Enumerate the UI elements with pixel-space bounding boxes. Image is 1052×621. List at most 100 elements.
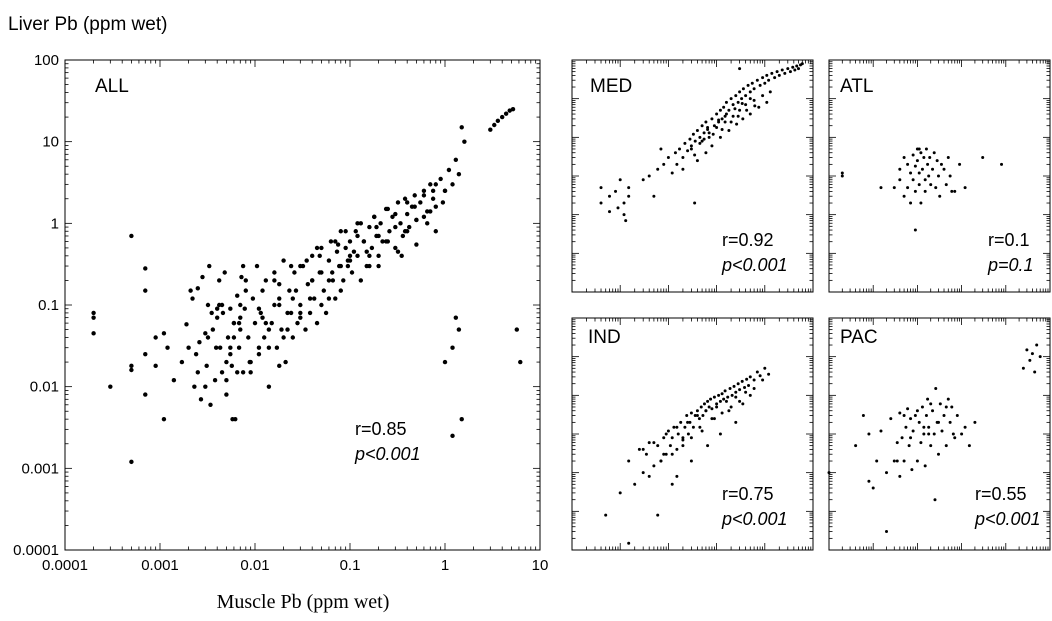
data-point	[304, 258, 309, 263]
data-point	[91, 310, 96, 316]
data-point	[599, 186, 603, 190]
data-point	[917, 420, 921, 424]
data-point	[618, 178, 622, 182]
data-point	[456, 327, 462, 332]
data-point	[706, 125, 710, 129]
data-point	[235, 370, 240, 375]
data-point	[717, 393, 721, 397]
data-point	[338, 263, 343, 269]
data-point	[614, 189, 618, 193]
data-point	[207, 263, 212, 269]
data-point	[683, 425, 687, 429]
data-point	[430, 196, 436, 201]
data-point	[277, 302, 282, 308]
data-point	[743, 385, 747, 389]
data-point	[707, 135, 711, 139]
data-point	[953, 189, 957, 193]
data-point	[670, 452, 674, 456]
data-point	[205, 302, 211, 308]
data-point	[963, 425, 967, 429]
data-point	[706, 399, 710, 403]
data-point	[659, 459, 663, 463]
data-point	[488, 127, 493, 132]
y-tick-label: 10	[42, 134, 59, 151]
data-point	[240, 263, 246, 269]
data-point	[757, 105, 761, 109]
data-point	[744, 390, 748, 394]
data-point	[235, 293, 240, 298]
data-point	[1033, 370, 1037, 374]
data-point	[693, 414, 697, 418]
data-point	[709, 397, 713, 401]
data-point	[727, 108, 731, 112]
data-point	[963, 186, 967, 190]
data-point	[627, 459, 631, 463]
data-point	[796, 67, 800, 71]
data-point	[710, 417, 714, 421]
data-point	[204, 363, 209, 369]
data-point	[906, 186, 910, 190]
data-point	[761, 378, 765, 382]
data-point	[285, 327, 290, 332]
data-point	[652, 194, 656, 198]
data-point	[229, 363, 235, 369]
data-point	[879, 429, 883, 433]
data-point	[236, 345, 242, 350]
data-point	[421, 193, 427, 198]
data-point	[934, 387, 938, 391]
panel-pac-p: p<0.001	[974, 509, 1041, 529]
data-point	[402, 196, 408, 201]
data-point	[697, 417, 701, 421]
data-point	[314, 320, 320, 326]
data-point	[902, 194, 906, 198]
data-point	[228, 351, 233, 357]
data-point	[729, 120, 733, 124]
data-point	[861, 414, 865, 418]
data-point	[292, 270, 297, 275]
y-tick-label: 0.001	[21, 460, 59, 477]
data-point	[190, 296, 195, 301]
data-point	[398, 221, 403, 226]
data-point	[691, 425, 695, 429]
y-tick-label: 1	[51, 215, 59, 232]
data-point	[503, 111, 509, 116]
data-point	[143, 351, 148, 357]
data-point	[768, 90, 772, 94]
data-point	[704, 120, 708, 124]
data-point	[412, 193, 417, 198]
data-point	[913, 189, 917, 193]
data-point	[210, 327, 216, 332]
data-point	[224, 378, 229, 383]
data-point	[367, 224, 372, 230]
data-point	[670, 436, 674, 440]
data-point	[953, 436, 957, 440]
data-point	[755, 370, 759, 374]
data-point	[260, 288, 265, 293]
data-point	[418, 200, 423, 205]
data-point	[277, 363, 282, 369]
data-point	[637, 447, 641, 451]
data-point	[252, 320, 258, 326]
data-point	[197, 340, 202, 345]
data-point	[143, 288, 148, 293]
data-point	[644, 452, 648, 456]
data-point	[319, 245, 324, 251]
data-point	[745, 377, 749, 381]
data-point	[277, 281, 282, 287]
data-point	[285, 310, 290, 316]
data-point	[295, 320, 300, 326]
data-point	[777, 73, 781, 77]
data-point	[319, 270, 324, 275]
data-point	[242, 306, 247, 311]
y-tick-label: 0.0001	[13, 542, 59, 559]
panel-all-label: ALL	[95, 76, 129, 97]
data-point	[662, 452, 666, 456]
data-point	[698, 141, 702, 145]
data-point	[290, 335, 296, 340]
data-point	[664, 452, 668, 456]
data-point	[414, 217, 419, 223]
data-point	[510, 106, 516, 112]
data-point	[666, 156, 670, 160]
data-point	[333, 239, 338, 244]
data-point	[442, 188, 448, 194]
